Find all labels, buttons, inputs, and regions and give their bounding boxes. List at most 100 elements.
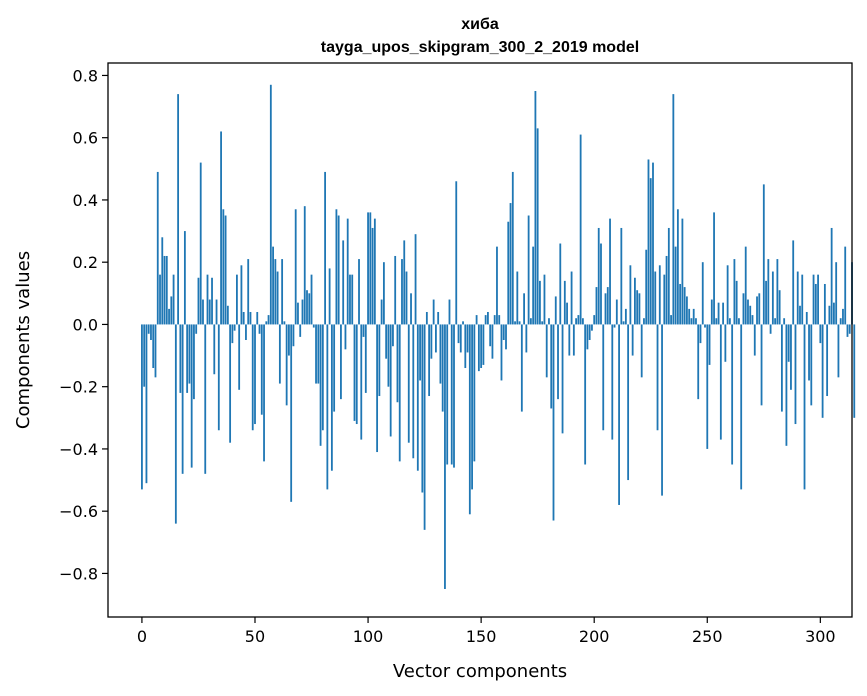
bar <box>362 324 365 337</box>
bar <box>378 324 381 397</box>
bar <box>450 324 453 465</box>
bar <box>306 290 308 325</box>
bar <box>328 268 331 325</box>
bar <box>778 290 781 325</box>
bar <box>785 324 788 446</box>
bar <box>604 293 607 325</box>
bar <box>236 274 238 325</box>
bar <box>749 305 752 325</box>
bar <box>346 218 349 325</box>
bar <box>733 259 736 325</box>
bar <box>808 324 810 381</box>
y-axis-label: Components values <box>13 251 34 429</box>
bar <box>853 324 856 418</box>
bar <box>312 324 315 328</box>
bar <box>837 324 840 378</box>
bar <box>179 324 182 393</box>
bar <box>464 324 467 369</box>
bar <box>842 308 844 325</box>
bar <box>613 324 616 328</box>
bar <box>765 280 767 325</box>
bar <box>839 318 842 325</box>
bar <box>581 318 584 325</box>
bar <box>278 324 281 384</box>
x-axis-label: Vector components <box>393 661 567 682</box>
bar <box>731 324 734 465</box>
bar <box>532 246 535 325</box>
bar <box>756 296 758 325</box>
bar <box>548 318 550 325</box>
bar <box>814 283 817 325</box>
bar <box>183 231 186 325</box>
x-tick-label: 150 <box>466 627 497 646</box>
bar <box>222 209 225 325</box>
bar <box>812 274 815 325</box>
bar <box>208 299 211 325</box>
bar <box>563 280 566 325</box>
bar <box>369 212 372 325</box>
bar <box>509 203 512 325</box>
bar <box>156 171 159 325</box>
bar <box>380 299 383 325</box>
bar <box>315 324 317 384</box>
bar <box>620 227 623 325</box>
bar <box>658 265 661 325</box>
bar <box>586 324 589 350</box>
bar <box>697 324 700 400</box>
bar <box>351 274 354 325</box>
bar <box>274 259 277 325</box>
bar <box>165 255 168 325</box>
bar <box>624 308 627 325</box>
bar <box>541 321 544 325</box>
bar <box>821 324 824 418</box>
bar <box>665 255 668 325</box>
bar <box>643 318 645 325</box>
bar <box>358 259 360 325</box>
bar <box>150 324 152 340</box>
bar <box>471 324 473 490</box>
bar <box>724 324 727 362</box>
bar <box>387 324 390 387</box>
bar <box>654 271 657 325</box>
bar <box>475 315 478 325</box>
bar <box>145 324 148 484</box>
bar <box>527 215 530 325</box>
bar <box>561 324 564 434</box>
y-tick-label: 0.4 <box>73 191 98 210</box>
bars-group <box>141 84 856 589</box>
bar <box>593 315 596 325</box>
bar <box>552 324 555 521</box>
bar <box>647 159 650 325</box>
bar <box>186 324 189 393</box>
bar <box>674 246 677 325</box>
bar <box>706 324 709 449</box>
bar <box>679 283 682 325</box>
bar <box>245 324 247 340</box>
bar <box>401 259 403 325</box>
bar <box>543 274 546 325</box>
bar <box>525 324 528 353</box>
bar <box>457 324 460 344</box>
bar <box>376 324 379 453</box>
bar <box>249 311 252 325</box>
bar <box>199 162 202 325</box>
bar <box>622 321 625 325</box>
bar <box>473 324 476 462</box>
bar <box>597 227 600 325</box>
bar <box>681 218 684 325</box>
chart-subtitle: tayga_upos_skipgram_300_2_2019 model <box>321 39 639 56</box>
bar <box>340 324 342 400</box>
bar <box>828 305 831 325</box>
bar <box>477 324 480 372</box>
bar <box>545 324 548 378</box>
bar <box>453 324 455 468</box>
bar <box>444 324 446 589</box>
bar <box>783 318 786 325</box>
bar <box>640 324 643 378</box>
bar <box>518 321 521 325</box>
bar <box>514 321 516 325</box>
bar <box>342 240 345 325</box>
bar <box>267 315 270 325</box>
bar <box>753 324 756 356</box>
bar <box>826 324 829 397</box>
